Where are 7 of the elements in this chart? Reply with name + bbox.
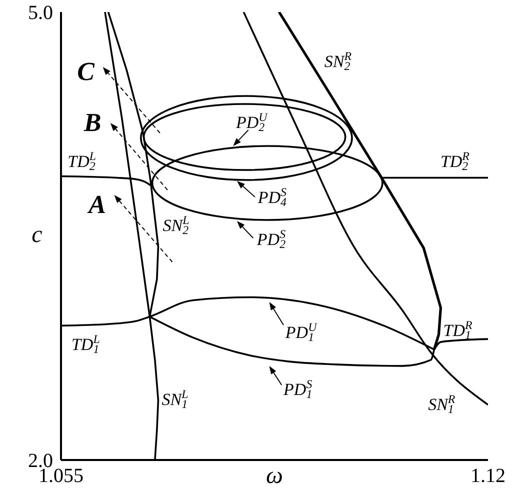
x-axis-title: ω [266,463,283,489]
y-axis-title: c [32,222,43,248]
annotation: C [77,57,96,86]
x-tick-label: 1.12 [470,465,506,488]
annotation: B [82,108,102,137]
y-tick-label: 5.0 [28,2,53,24]
annotation: A [86,190,106,219]
